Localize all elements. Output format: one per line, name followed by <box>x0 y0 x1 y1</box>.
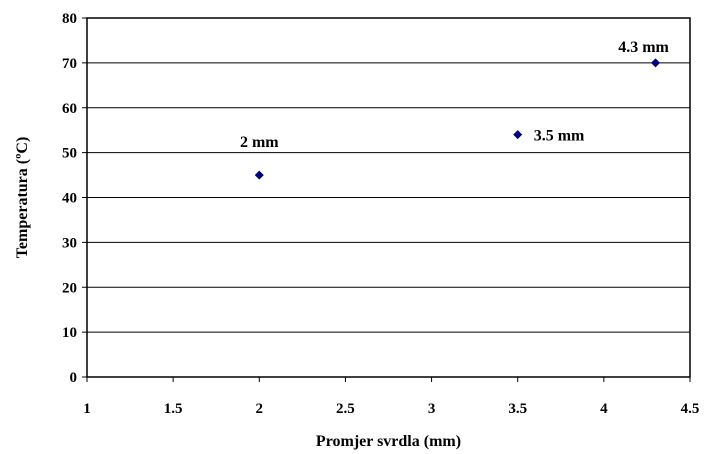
data-points <box>254 58 661 180</box>
y-tick-label: 80 <box>62 11 77 27</box>
x-tick-label: 1.5 <box>164 401 183 417</box>
data-labels: 2 mm 3.5 mm 4.3 mm <box>240 39 670 151</box>
data-point <box>651 58 661 68</box>
y-tick-label: 50 <box>62 146 77 162</box>
data-label: 4.3 mm <box>618 39 669 56</box>
x-tick-label: 2 <box>256 401 264 417</box>
y-tick-label: 0 <box>70 370 78 386</box>
y-axis-ticks: 0 10 20 30 40 50 60 70 80 <box>62 11 87 386</box>
x-tick-label: 2.5 <box>336 401 355 417</box>
y-tick-label: 20 <box>62 280 77 296</box>
y-tick-label: 60 <box>62 101 77 117</box>
data-point <box>513 130 523 140</box>
grid-lines <box>87 62 690 333</box>
data-label: 3.5 mm <box>534 128 585 145</box>
x-axis-ticks: 1 1.5 2 2.5 3 3.5 4 4.5 <box>83 377 699 417</box>
y-tick-label: 30 <box>62 235 77 251</box>
y-tick-label: 70 <box>62 56 77 72</box>
x-axis-title: Promjer svrdla (mm) <box>316 433 461 450</box>
data-label: 2 mm <box>240 134 279 151</box>
x-tick-label: 1 <box>83 401 91 417</box>
y-tick-label: 40 <box>62 191 77 207</box>
y-tick-label: 10 <box>62 325 77 341</box>
y-axis-title: Temperatura (ºC) <box>14 137 31 259</box>
x-tick-label: 3.5 <box>508 401 527 417</box>
data-point <box>254 170 264 180</box>
x-tick-label: 4.5 <box>681 401 700 417</box>
x-tick-label: 3 <box>428 401 436 417</box>
x-tick-label: 4 <box>600 401 608 417</box>
